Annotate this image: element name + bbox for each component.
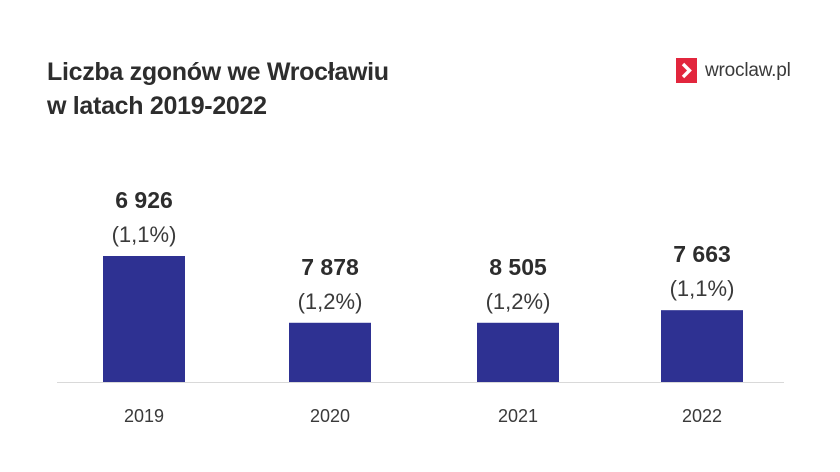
- x-tick-label-2022: 2022: [682, 406, 722, 426]
- bar-2022: [661, 310, 743, 382]
- wroclaw-logo[interactable]: wroclaw.pl: [676, 58, 791, 83]
- x-tick-label-2019: 2019: [124, 406, 164, 426]
- percent-label-2021: (1,2%): [486, 289, 551, 314]
- value-label-2021: 8 505: [489, 254, 547, 280]
- chart-title-line-1: Liczba zgonów we Wrocławiu: [47, 58, 389, 86]
- logo-text: wroclaw.pl: [705, 59, 791, 81]
- value-label-2022: 7 663: [673, 241, 731, 267]
- chart-title-line-2: w latach 2019-2022: [47, 92, 267, 120]
- x-tick-label-2021: 2021: [498, 406, 538, 426]
- chevron-right-icon: [676, 58, 697, 83]
- value-label-2020: 7 878: [301, 254, 359, 280]
- x-tick-label-2020: 2020: [310, 406, 350, 426]
- chart-title: Liczba zgonów we Wrocławiu w latach 2019…: [47, 55, 389, 123]
- bar-2021: [477, 322, 559, 382]
- percent-label-2022: (1,1%): [670, 276, 735, 301]
- bar-2019: [103, 256, 185, 382]
- value-label-2019: 6 926: [115, 187, 173, 213]
- percent-label-2019: (1,1%): [112, 222, 177, 247]
- percent-label-2020: (1,2%): [298, 289, 363, 314]
- bar-2020: [289, 322, 371, 382]
